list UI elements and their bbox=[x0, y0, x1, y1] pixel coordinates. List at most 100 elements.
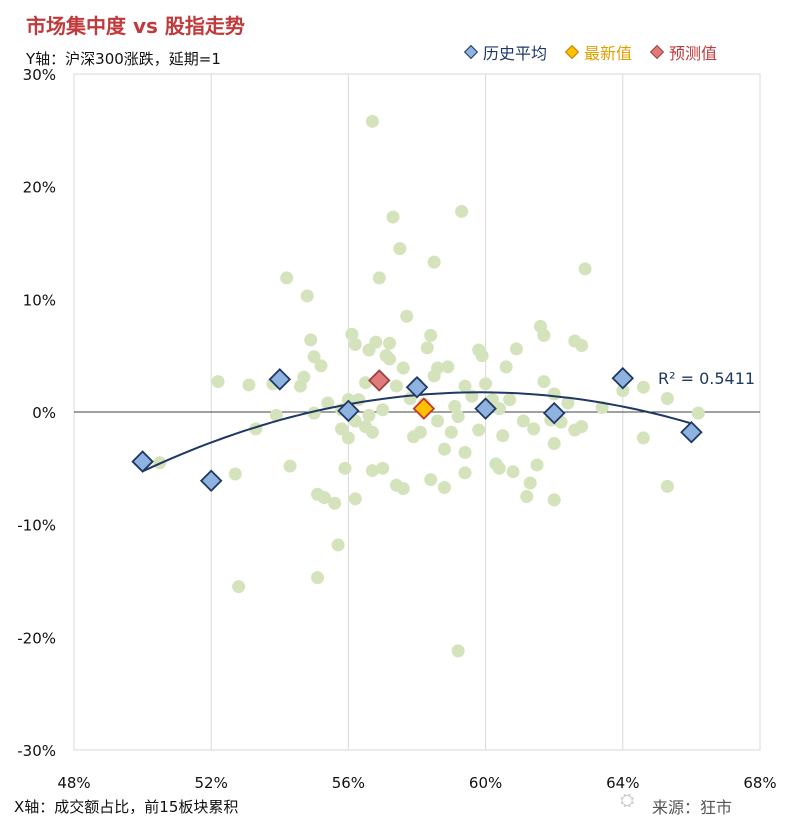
scatter-point bbox=[372, 271, 386, 285]
scatter-point bbox=[537, 375, 551, 389]
scatter-point bbox=[472, 423, 486, 437]
scatter-point bbox=[228, 467, 242, 481]
scatter-point bbox=[331, 538, 345, 552]
y-tick-label: 10% bbox=[23, 291, 56, 309]
y-tick-label: -20% bbox=[17, 629, 56, 647]
legend-label-latest: 最新值 bbox=[584, 44, 633, 63]
scatter-point bbox=[335, 422, 349, 436]
scatter-point bbox=[383, 352, 397, 366]
scatter-point bbox=[547, 387, 561, 401]
history-average-marker bbox=[542, 401, 566, 425]
scatter-point bbox=[269, 408, 283, 422]
scatter-point bbox=[211, 375, 225, 389]
scatter-point bbox=[575, 339, 589, 353]
scatter-point bbox=[314, 359, 328, 373]
scatter-point bbox=[341, 431, 355, 445]
x-tick-label: 48% bbox=[57, 774, 90, 792]
scatter-point bbox=[441, 360, 455, 374]
scatter-point bbox=[317, 491, 331, 505]
axis-layer: 48% 52% 56% 60% 64% 68% 30% 20% 10% 0% -10% -20% -30… bbox=[17, 66, 776, 792]
x-axis-note: X轴：成交额占比，前15板块累积 bbox=[14, 798, 239, 816]
scatter-point bbox=[348, 492, 362, 506]
scatter-point bbox=[413, 425, 427, 439]
r-squared-label: R² = 0.5411 bbox=[658, 369, 755, 388]
scatter-point bbox=[537, 328, 551, 342]
scatter-point bbox=[458, 379, 472, 393]
scatter-point bbox=[458, 446, 472, 460]
legend-label-forecast: 预测值 bbox=[669, 44, 718, 63]
y-axis-note: Y轴：沪深300涨跌，延期=1 bbox=[26, 50, 221, 68]
scatter-point bbox=[338, 461, 352, 475]
scatter-point bbox=[496, 429, 510, 443]
scatter-point bbox=[348, 337, 362, 351]
scatter-point bbox=[547, 493, 561, 507]
watermark-logo: ⛭ bbox=[620, 790, 635, 811]
history-average-marker bbox=[131, 450, 154, 473]
scatter-point bbox=[424, 473, 438, 487]
source-label: 来源：狂市 bbox=[652, 798, 733, 817]
scatter-point bbox=[437, 442, 451, 456]
scatter-point bbox=[547, 437, 561, 451]
scatter-point bbox=[444, 425, 458, 439]
history-average-marker bbox=[611, 366, 635, 390]
scatter-point bbox=[311, 571, 325, 585]
scatter-point bbox=[616, 384, 630, 398]
scatter-point bbox=[396, 482, 410, 496]
y-tick-label: -10% bbox=[17, 517, 56, 535]
scatter-point bbox=[451, 644, 465, 658]
scatter-point bbox=[691, 406, 705, 420]
scatter-point bbox=[386, 210, 400, 224]
scatter-point bbox=[362, 408, 376, 422]
scatter-point bbox=[376, 461, 390, 475]
scatter-point bbox=[420, 341, 434, 355]
history-average-marker bbox=[680, 421, 703, 444]
scatter-point bbox=[242, 378, 256, 392]
y-tick-label: 0% bbox=[32, 404, 56, 422]
scatter-point bbox=[455, 204, 469, 218]
scatter-point bbox=[328, 496, 342, 510]
scatter-point bbox=[475, 349, 489, 363]
scatter-point bbox=[280, 271, 294, 285]
scatter-point bbox=[232, 580, 246, 594]
scatter-point bbox=[431, 361, 445, 375]
scatter-point bbox=[451, 410, 465, 424]
y-tick-label: 20% bbox=[23, 179, 56, 197]
scatter-point bbox=[636, 431, 650, 445]
chart-legend: 历史平均 最新值 预测值 bbox=[463, 40, 718, 64]
x-tick-label: 60% bbox=[469, 774, 502, 792]
history-average-marker bbox=[337, 399, 360, 423]
y-tick-label: -30% bbox=[17, 742, 56, 760]
scatter-point bbox=[297, 370, 311, 384]
scatter-point bbox=[479, 377, 493, 391]
history-average-marker bbox=[268, 368, 292, 391]
scatter-point bbox=[283, 459, 297, 473]
x-tick-label: 64% bbox=[606, 774, 639, 792]
scatter-point bbox=[321, 396, 335, 410]
history-average-marker bbox=[474, 397, 497, 420]
x-tick-label: 68% bbox=[743, 774, 776, 792]
scatter-point bbox=[345, 327, 359, 341]
x-tick-label: 56% bbox=[332, 774, 365, 792]
legend-item-history: 历史平均 bbox=[463, 40, 547, 64]
forecast-value-marker bbox=[367, 369, 391, 392]
scatter-point bbox=[304, 333, 318, 347]
scatter-point bbox=[503, 393, 517, 407]
scatter-point bbox=[575, 420, 589, 434]
scatter-point bbox=[458, 466, 472, 480]
scatter-point bbox=[492, 461, 506, 475]
scatter-point bbox=[561, 396, 575, 410]
scatter-point bbox=[437, 480, 451, 494]
scatter-point bbox=[383, 336, 397, 350]
scatter-point bbox=[396, 361, 410, 375]
scatter-point bbox=[636, 380, 650, 394]
scatter-point bbox=[389, 379, 403, 393]
y-tick-label: 30% bbox=[23, 66, 56, 84]
history-average-marker bbox=[199, 469, 223, 492]
scatter-point bbox=[492, 402, 506, 416]
scatter-point bbox=[530, 458, 544, 472]
scatter-point bbox=[427, 255, 441, 269]
scatter-point bbox=[393, 242, 407, 256]
chart-title: 市场集中度 vs 股指走势 bbox=[26, 14, 245, 38]
scatter-point bbox=[300, 289, 314, 303]
